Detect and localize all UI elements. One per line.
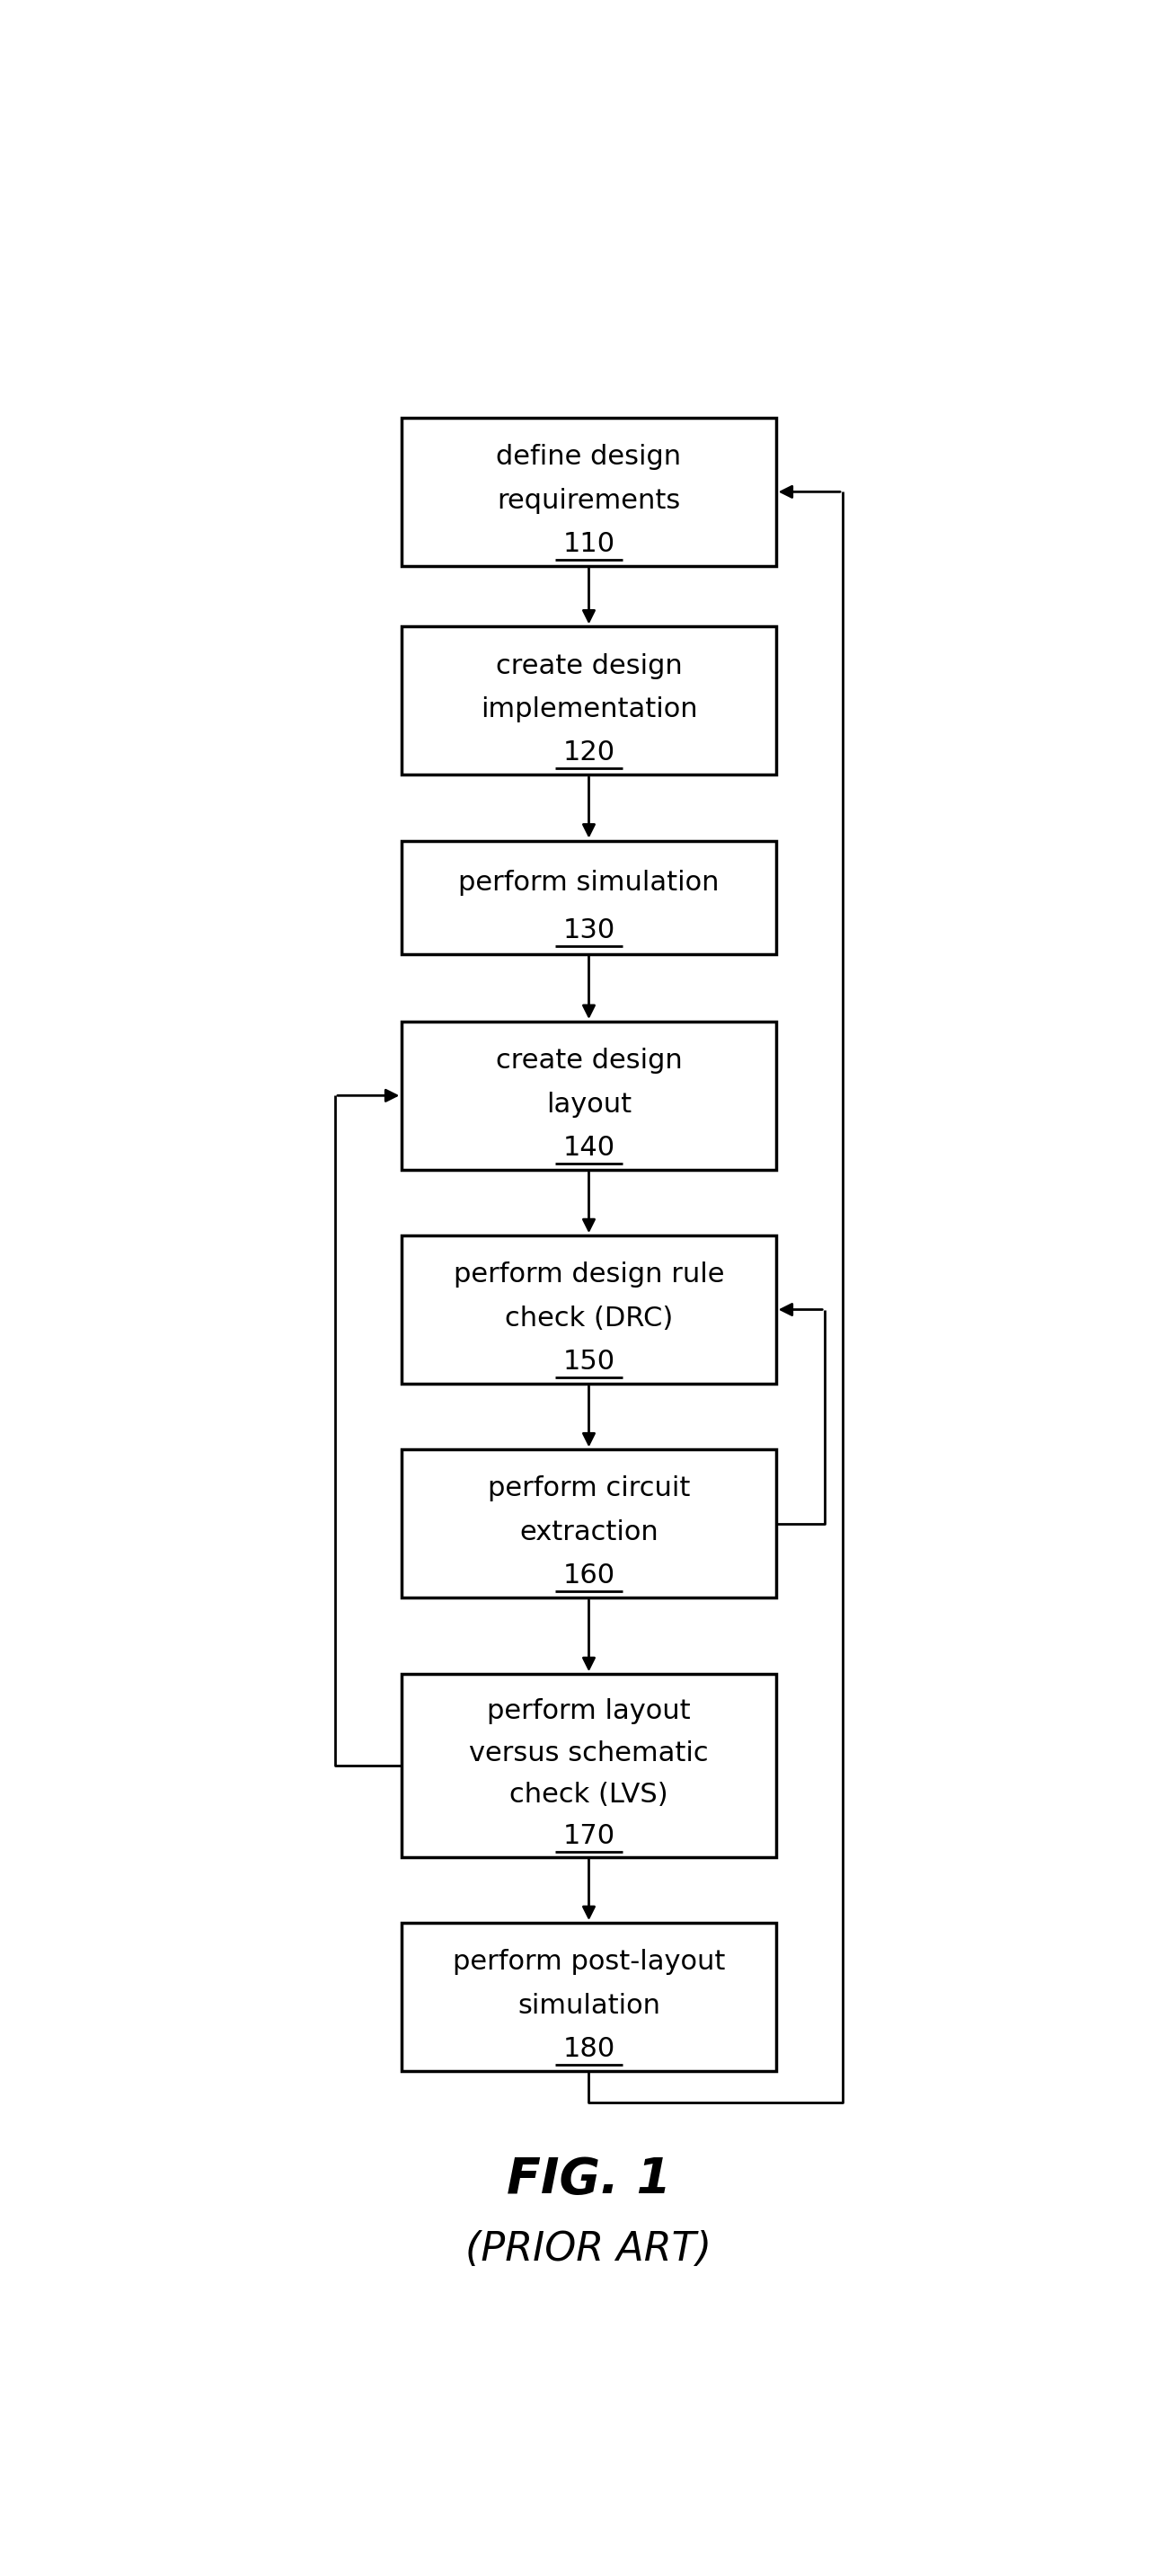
FancyBboxPatch shape [402, 1450, 776, 1597]
Text: extraction: extraction [519, 1520, 658, 1546]
Text: perform design rule: perform design rule [454, 1262, 724, 1288]
Text: create design: create design [495, 1048, 683, 1074]
FancyBboxPatch shape [402, 1023, 776, 1170]
FancyBboxPatch shape [402, 417, 776, 567]
Text: create design: create design [495, 652, 683, 680]
Text: versus schematic: versus schematic [469, 1739, 709, 1767]
Text: 150: 150 [563, 1350, 615, 1376]
Text: check (DRC): check (DRC) [504, 1306, 673, 1332]
Text: 180: 180 [563, 2035, 615, 2061]
Text: perform layout: perform layout [487, 1698, 691, 1723]
Text: 170: 170 [563, 1824, 615, 1850]
Text: 160: 160 [563, 1564, 615, 1589]
FancyBboxPatch shape [402, 626, 776, 775]
FancyBboxPatch shape [402, 840, 776, 953]
Text: FIG. 1: FIG. 1 [507, 2156, 671, 2205]
Text: check (LVS): check (LVS) [509, 1783, 669, 1808]
Text: 140: 140 [563, 1136, 615, 1162]
FancyBboxPatch shape [402, 1922, 776, 2071]
Text: simulation: simulation [517, 1991, 661, 2020]
Text: perform circuit: perform circuit [487, 1476, 691, 1502]
FancyBboxPatch shape [402, 1236, 776, 1383]
Text: define design: define design [496, 443, 681, 469]
FancyBboxPatch shape [402, 1674, 776, 1857]
Text: 120: 120 [563, 739, 615, 765]
Text: requirements: requirements [498, 487, 680, 513]
Text: implementation: implementation [480, 696, 697, 721]
Text: perform post-layout: perform post-layout [453, 1950, 725, 1976]
Text: (PRIOR ART): (PRIOR ART) [465, 2231, 712, 2269]
Text: 130: 130 [563, 917, 615, 943]
Text: perform simulation: perform simulation [458, 871, 719, 896]
Text: 110: 110 [563, 531, 615, 556]
Text: layout: layout [546, 1092, 632, 1118]
